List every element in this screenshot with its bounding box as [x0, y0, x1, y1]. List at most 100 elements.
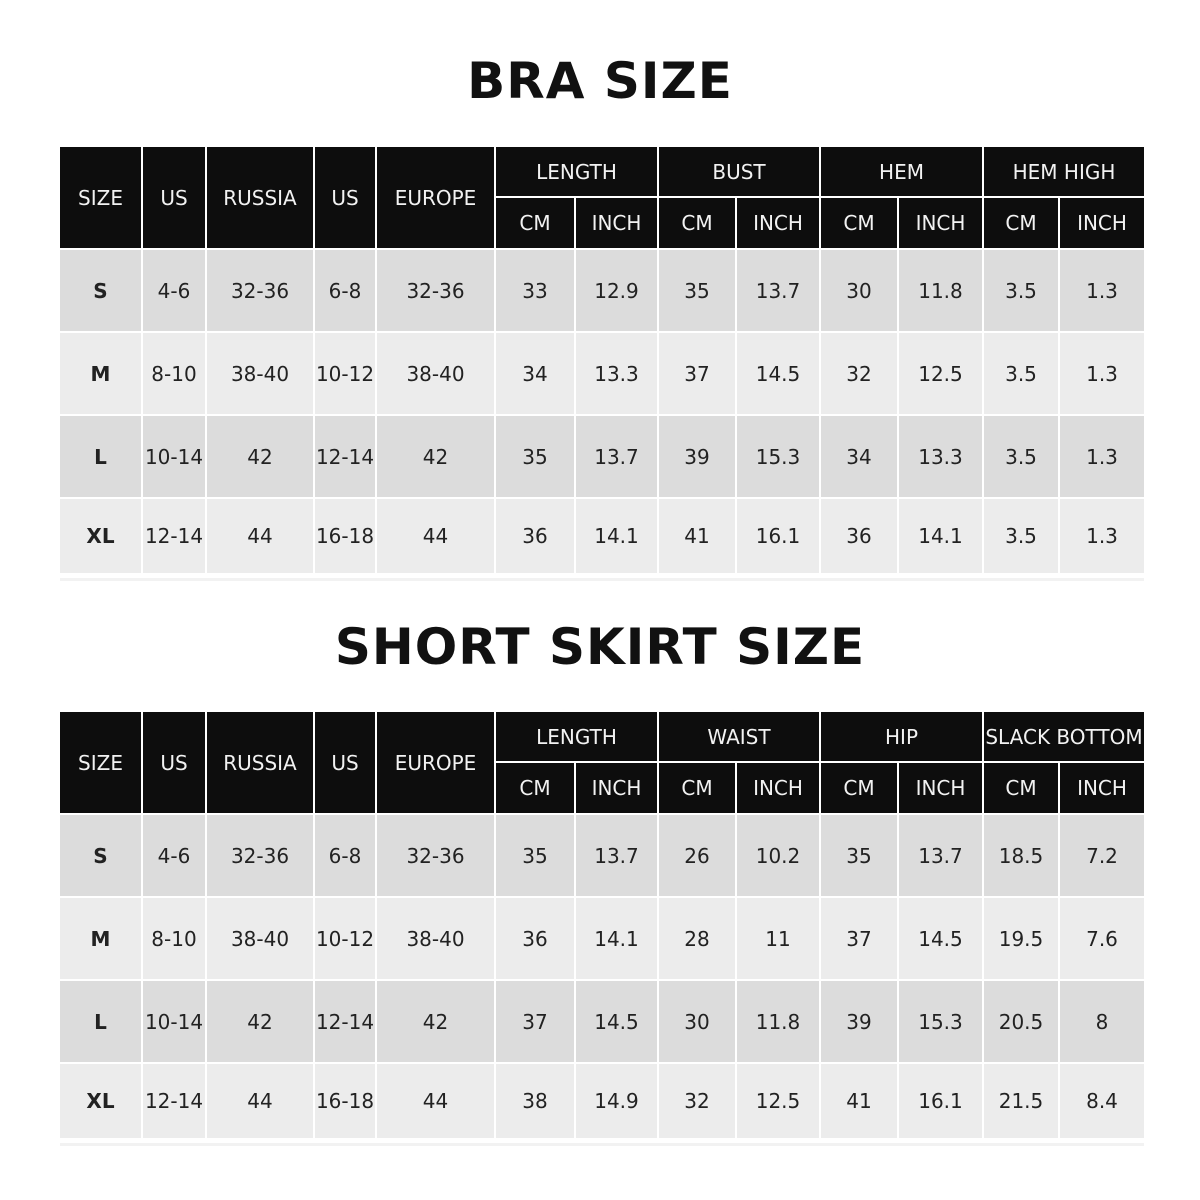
column-header: SIZE [60, 712, 141, 813]
table-cell: 42 [207, 416, 313, 497]
divider [60, 1143, 1144, 1146]
table-cell: 37 [659, 333, 735, 414]
table-cell: 12-14 [315, 981, 375, 1062]
unit-header: CM [496, 198, 574, 248]
table-cell: 32-36 [377, 815, 494, 896]
column-header: US [143, 712, 205, 813]
column-header: RUSSIA [207, 712, 313, 813]
table-cell: 32 [659, 1064, 735, 1138]
table-cell: 12-14 [143, 499, 205, 573]
group-header: LENGTH [496, 712, 657, 761]
table-cell: 14.5 [899, 898, 982, 979]
size-label: XL [60, 1064, 141, 1138]
table-cell: 41 [659, 499, 735, 573]
table-cell: 39 [821, 981, 897, 1062]
table-cell: 13.7 [737, 250, 819, 331]
table-cell: 35 [659, 250, 735, 331]
table-cell: 13.7 [899, 815, 982, 896]
table-cell: 10.2 [737, 815, 819, 896]
table-cell: 38-40 [207, 898, 313, 979]
column-header: US [315, 712, 375, 813]
group-header: LENGTH [496, 147, 657, 196]
table-cell: 14.9 [576, 1064, 657, 1138]
table-cell: 37 [821, 898, 897, 979]
table-cell: 1.3 [1060, 416, 1144, 497]
table-cell: 18.5 [984, 815, 1058, 896]
table-cell: 6-8 [315, 815, 375, 896]
table-cell: 30 [659, 981, 735, 1062]
table-cell: 14.1 [576, 898, 657, 979]
table-cell: 12.9 [576, 250, 657, 331]
table-cell: 12-14 [143, 1064, 205, 1138]
table-cell: 13.7 [576, 815, 657, 896]
table-cell: 32-36 [207, 250, 313, 331]
table-cell: 11.8 [899, 250, 982, 331]
table-cell: 14.5 [737, 333, 819, 414]
unit-header: INCH [899, 198, 982, 248]
table-cell: 42 [207, 981, 313, 1062]
table-cell: 14.1 [576, 499, 657, 573]
table-cell: 15.3 [899, 981, 982, 1062]
table-cell: 38-40 [207, 333, 313, 414]
table-cell: 8.4 [1060, 1064, 1144, 1138]
group-header: SLACK BOTTOM [984, 712, 1144, 761]
unit-header: INCH [737, 198, 819, 248]
unit-header: INCH [899, 763, 982, 813]
table-cell: 3.5 [984, 499, 1058, 573]
table-cell: 44 [377, 499, 494, 573]
table-cell: 1.3 [1060, 499, 1144, 573]
table-cell: 7.6 [1060, 898, 1144, 979]
table-cell: 3.5 [984, 416, 1058, 497]
unit-header: CM [659, 198, 735, 248]
table-cell: 16.1 [737, 499, 819, 573]
table-cell: 6-8 [315, 250, 375, 331]
short-skirt-size-title: SHORT SKIRT SIZE [334, 618, 866, 676]
column-header: RUSSIA [207, 147, 313, 248]
table-cell: 21.5 [984, 1064, 1058, 1138]
unit-header: INCH [737, 763, 819, 813]
table-cell: 10-12 [315, 898, 375, 979]
unit-header: CM [821, 198, 897, 248]
table-cell: 36 [496, 898, 574, 979]
unit-header: INCH [576, 198, 657, 248]
table-cell: 30 [821, 250, 897, 331]
table-cell: 35 [496, 416, 574, 497]
table-cell: 12-14 [315, 416, 375, 497]
table-cell: 16-18 [315, 1064, 375, 1138]
unit-header: INCH [1060, 198, 1144, 248]
table-cell: 8-10 [143, 333, 205, 414]
table-cell: 32 [821, 333, 897, 414]
group-header: HEM [821, 147, 982, 196]
table-cell: 3.5 [984, 333, 1058, 414]
group-header: HIP [821, 712, 982, 761]
table-cell: 44 [377, 1064, 494, 1138]
table-cell: 34 [821, 416, 897, 497]
size-label: L [60, 981, 141, 1062]
table-cell: 36 [496, 499, 574, 573]
unit-header: INCH [1060, 763, 1144, 813]
short-skirt-size-table: SIZE US RUSSIA US EUROPE LENGTH CM INCH WAIST CM I… [60, 712, 1144, 1138]
table-cell: 37 [496, 981, 574, 1062]
table-cell: 1.3 [1060, 333, 1144, 414]
table-cell: 26 [659, 815, 735, 896]
table-cell: 13.7 [576, 416, 657, 497]
table-cell: 4-6 [143, 250, 205, 331]
group-header: BUST [659, 147, 819, 196]
table-cell: 3.5 [984, 250, 1058, 331]
table-cell: 39 [659, 416, 735, 497]
table-cell: 33 [496, 250, 574, 331]
unit-header: CM [984, 198, 1058, 248]
column-header: US [315, 147, 375, 248]
column-header: SIZE [60, 147, 141, 248]
size-label: S [60, 250, 141, 331]
table-cell: 7.2 [1060, 815, 1144, 896]
table-cell: 41 [821, 1064, 897, 1138]
table-cell: 12.5 [737, 1064, 819, 1138]
group-header: HEM HIGH [984, 147, 1144, 196]
unit-header: CM [659, 763, 735, 813]
group-header: WAIST [659, 712, 819, 761]
table-cell: 12.5 [899, 333, 982, 414]
unit-header: CM [496, 763, 574, 813]
table-cell: 42 [377, 416, 494, 497]
table-cell: 35 [821, 815, 897, 896]
